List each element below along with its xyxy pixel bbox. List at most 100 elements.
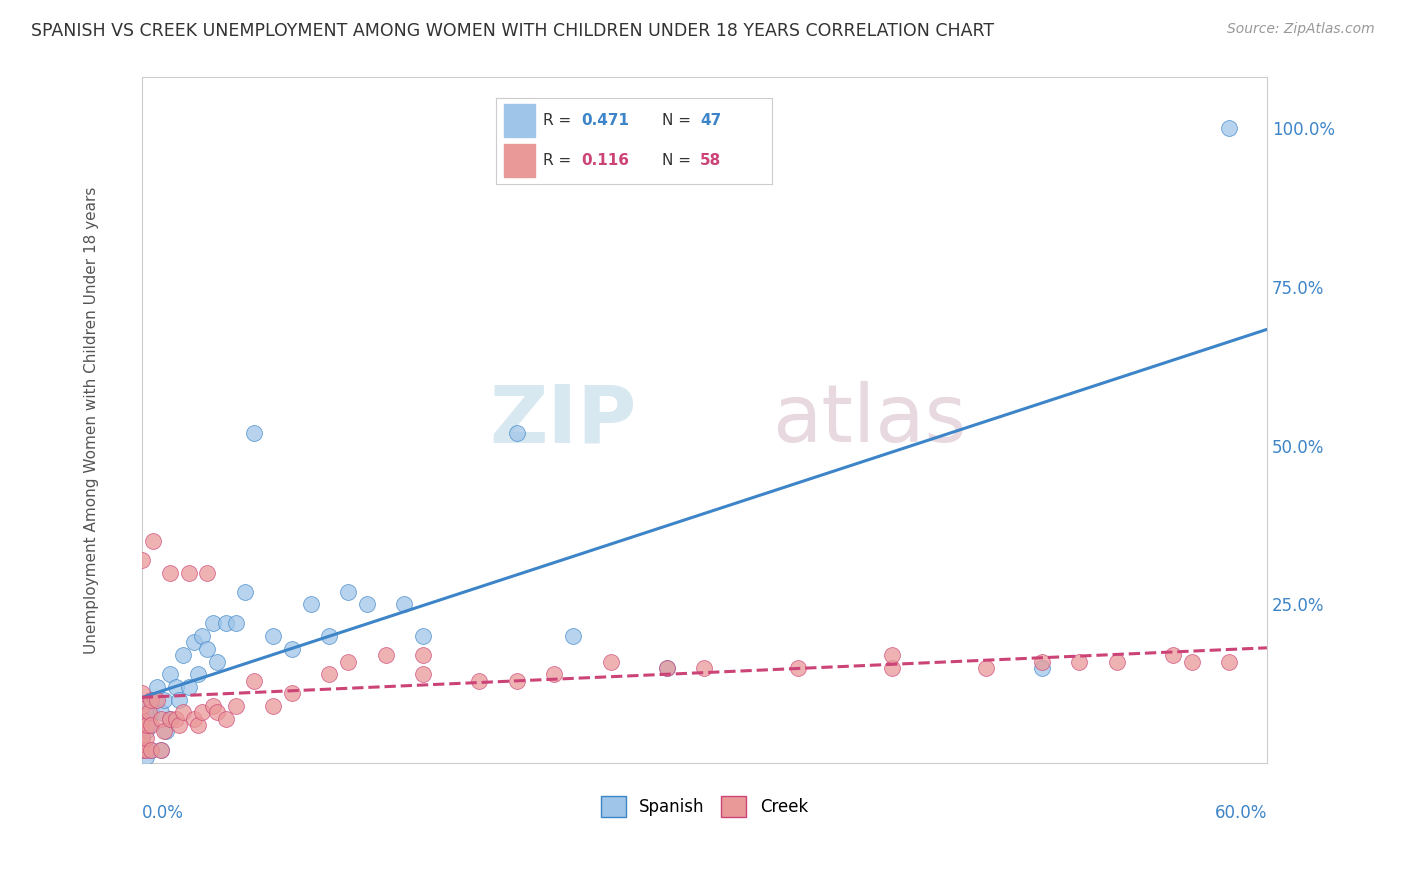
Legend: Spanish, Creek: Spanish, Creek — [595, 789, 814, 823]
Point — [318, 629, 340, 643]
Point — [655, 661, 678, 675]
Point — [262, 629, 284, 643]
Point — [169, 718, 191, 732]
Point — [225, 616, 247, 631]
Point — [153, 724, 176, 739]
Point — [131, 698, 153, 713]
Point — [172, 648, 194, 663]
Point — [172, 706, 194, 720]
Point — [131, 686, 153, 700]
Point — [138, 706, 160, 720]
Point — [412, 629, 434, 643]
Point — [183, 712, 205, 726]
Point — [177, 680, 200, 694]
Point — [1031, 655, 1053, 669]
Point — [191, 706, 214, 720]
Point — [131, 737, 153, 751]
Text: SPANISH VS CREEK UNEMPLOYMENT AMONG WOMEN WITH CHILDREN UNDER 18 YEARS CORRELATI: SPANISH VS CREEK UNEMPLOYMENT AMONG WOME… — [31, 22, 994, 40]
Point — [1161, 648, 1184, 663]
Point — [159, 667, 181, 681]
Text: Unemployment Among Women with Children Under 18 years: Unemployment Among Women with Children U… — [84, 186, 98, 654]
Point — [141, 692, 163, 706]
Point — [159, 712, 181, 726]
Point — [141, 743, 163, 757]
Point — [138, 718, 160, 732]
Point — [159, 566, 181, 580]
Point — [131, 712, 153, 726]
Point — [136, 718, 159, 732]
Text: ZIP: ZIP — [489, 381, 637, 459]
Point — [131, 712, 153, 726]
Point — [131, 718, 153, 732]
Point — [136, 698, 159, 713]
Point — [225, 698, 247, 713]
Point — [1069, 655, 1091, 669]
Point — [337, 584, 360, 599]
Point — [149, 743, 172, 757]
Point — [131, 743, 153, 757]
Point — [136, 712, 159, 726]
Point — [202, 616, 225, 631]
Point — [299, 598, 322, 612]
Point — [599, 655, 621, 669]
Point — [215, 616, 238, 631]
Point — [143, 692, 166, 706]
Point — [149, 743, 172, 757]
Point — [131, 718, 153, 732]
Point — [183, 635, 205, 649]
Point — [787, 661, 810, 675]
Point — [880, 661, 903, 675]
Point — [135, 731, 157, 745]
Point — [131, 698, 153, 713]
Point — [506, 425, 529, 440]
Point — [468, 673, 491, 688]
Point — [131, 731, 153, 745]
Point — [197, 641, 219, 656]
Point — [205, 655, 228, 669]
Point — [543, 667, 565, 681]
Point — [1181, 655, 1204, 669]
Point — [187, 718, 209, 732]
Text: 60.0%: 60.0% — [1215, 805, 1267, 822]
Point — [1031, 661, 1053, 675]
Point — [169, 692, 191, 706]
Point — [135, 749, 157, 764]
Point — [374, 648, 396, 663]
Point — [880, 648, 903, 663]
Point — [1218, 655, 1240, 669]
Point — [177, 566, 200, 580]
Point — [974, 661, 997, 675]
Point — [155, 724, 177, 739]
Point — [141, 718, 163, 732]
Text: atlas: atlas — [772, 381, 966, 459]
Point — [215, 712, 238, 726]
Point — [318, 667, 340, 681]
Point — [394, 598, 416, 612]
Point — [159, 712, 181, 726]
Point — [131, 553, 153, 567]
Point — [243, 673, 266, 688]
Point — [262, 698, 284, 713]
Point — [131, 731, 153, 745]
Point — [165, 712, 187, 726]
Point — [141, 743, 163, 757]
Point — [233, 584, 256, 599]
Point — [1218, 121, 1240, 136]
Point — [191, 629, 214, 643]
Point — [146, 692, 169, 706]
Point — [149, 706, 172, 720]
Point — [412, 667, 434, 681]
Point — [131, 743, 153, 757]
Point — [197, 566, 219, 580]
Point — [202, 698, 225, 713]
Point — [412, 648, 434, 663]
Point — [281, 641, 304, 656]
Point — [281, 686, 304, 700]
Point — [135, 724, 157, 739]
Point — [187, 667, 209, 681]
Text: Source: ZipAtlas.com: Source: ZipAtlas.com — [1227, 22, 1375, 37]
Point — [141, 706, 163, 720]
Point — [243, 425, 266, 440]
Point — [356, 598, 378, 612]
Point — [693, 661, 716, 675]
